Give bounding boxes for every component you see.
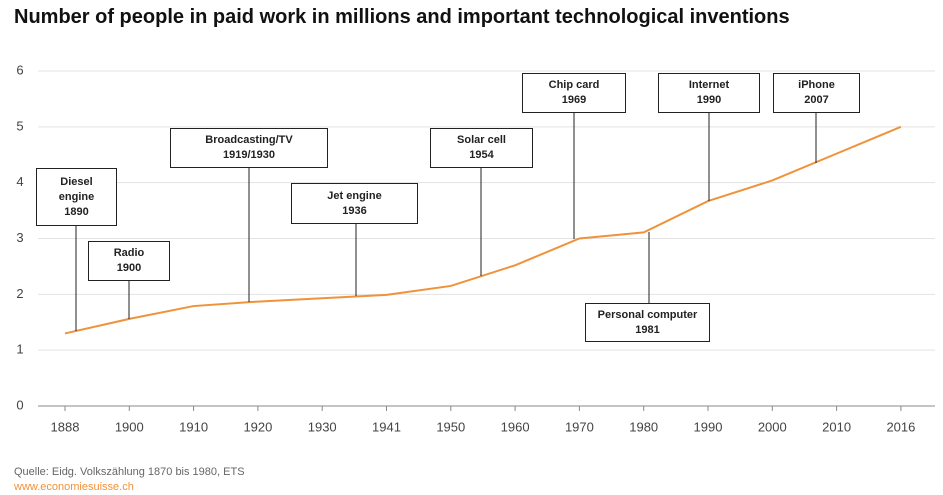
- source: Quelle: Eidg. Volkszählung 1870 bis 1980…: [14, 466, 245, 478]
- x-tick-label: 1930: [308, 419, 337, 434]
- series-line: [64, 125, 902, 335]
- annotation-box: Broadcasting/TV 1919/1930: [170, 128, 328, 168]
- annotation-label: Jet engine: [327, 189, 382, 202]
- y-tick-label: 0: [16, 397, 23, 412]
- annotation-box: Solar cell 1954: [430, 128, 533, 168]
- x-tick-label: 1980: [629, 419, 658, 434]
- annotation-label: Radio: [113, 247, 145, 259]
- annotation-year: 1981: [635, 323, 660, 336]
- y-tick-label: 4: [16, 174, 23, 189]
- annotation-box: Jet engine 1936: [291, 183, 418, 224]
- x-tick-label: 1920: [243, 419, 272, 434]
- annotation-year: 1900: [116, 262, 142, 274]
- y-tick-label: 1: [16, 342, 23, 357]
- annotation-box: Radio 1900: [88, 241, 170, 281]
- annotation-label: Personal computer: [597, 308, 698, 321]
- x-tick-label: 1900: [115, 419, 144, 434]
- annotation-label: Broadcasting/TV: [205, 134, 293, 146]
- annotation-box: iPhone 2007: [773, 73, 860, 113]
- x-tick-label: 1990: [694, 419, 723, 434]
- y-tick-label: 3: [16, 230, 23, 245]
- website: www.economiesuisse.ch: [14, 481, 134, 493]
- x-tick-label: 1888: [51, 419, 80, 434]
- annotation-box: Personal computer 1981: [585, 303, 710, 342]
- chart-title: Number of people in paid work in million…: [14, 6, 790, 28]
- x-tick-label: 1950: [436, 419, 465, 434]
- y-tick-label: 2: [16, 286, 23, 301]
- annotation-year: 1919/1930: [223, 149, 275, 161]
- annotation-year: 2007: [804, 94, 829, 106]
- annotation-label: Solar cell: [457, 134, 506, 146]
- x-tick-label: 1910: [179, 419, 208, 434]
- x-tick-label: 1970: [565, 419, 594, 434]
- annotation-label: Diesel engine: [58, 175, 95, 203]
- annotation-box: Chip card 1969: [522, 73, 626, 113]
- x-tick-label: 2000: [758, 419, 787, 434]
- annotation-label: Chip card: [548, 79, 600, 91]
- annotation-year: 1890: [64, 205, 89, 218]
- annotation-year: 1990: [696, 94, 722, 106]
- annotation-box: Internet 1990: [658, 73, 760, 113]
- x-tick-label: 1960: [501, 419, 530, 434]
- annotation-year: 1969: [561, 94, 587, 106]
- x-tick-label: 2016: [886, 419, 915, 434]
- y-tick-label: 6: [16, 62, 23, 77]
- y-tick-label: 5: [16, 118, 23, 133]
- x-tick-label: 1941: [372, 419, 401, 434]
- annotation-label: iPhone: [798, 79, 835, 91]
- annotation-year: 1936: [342, 204, 367, 217]
- x-tick-label: 2010: [822, 419, 851, 434]
- annotation-year: 1954: [469, 149, 494, 161]
- annotation-label: Internet: [688, 79, 730, 91]
- annotation-box: Diesel engine 1890: [36, 168, 117, 226]
